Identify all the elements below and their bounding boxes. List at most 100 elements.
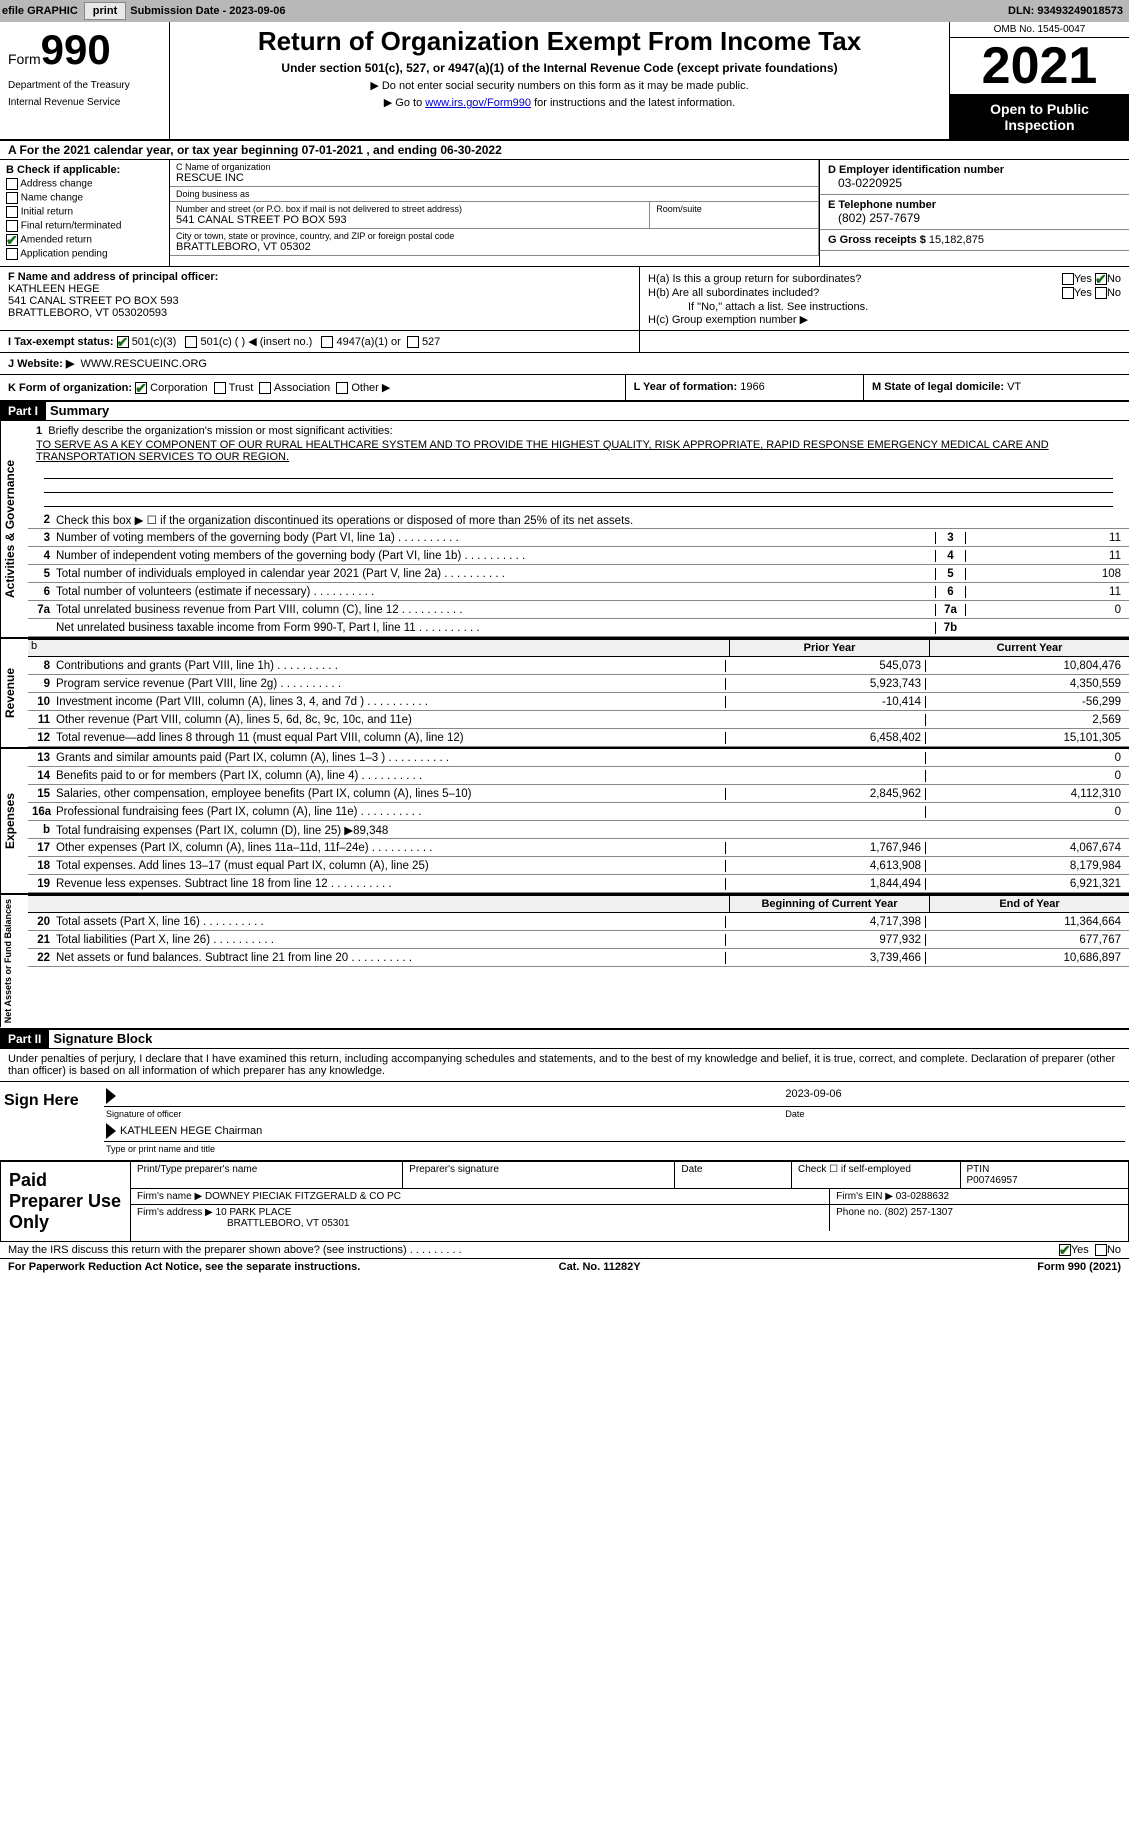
prior-12: 6,458,402 <box>725 732 925 744</box>
prior-8: 545,073 <box>725 660 925 672</box>
assoc-checkbox[interactable] <box>259 382 271 394</box>
vlabel-net-assets: Net Assets or Fund Balances <box>0 895 28 1027</box>
mission-text: TO SERVE AS A KEY COMPONENT OF OUR RURAL… <box>36 437 1121 465</box>
trust-checkbox[interactable] <box>214 382 226 394</box>
principal-officer: F Name and address of principal officer:… <box>0 267 640 330</box>
vlabel-revenue: Revenue <box>0 639 28 747</box>
curr-22: 10,686,897 <box>925 952 1125 964</box>
curr-16a: 0 <box>925 806 1125 818</box>
527-checkbox[interactable] <box>407 336 419 348</box>
ha-no-checkbox[interactable] <box>1095 273 1107 285</box>
note-ssn: ▶ Do not enter social security numbers o… <box>180 79 939 92</box>
ha-yes-checkbox[interactable] <box>1062 273 1074 285</box>
irs-label: Internal Revenue Service <box>8 97 161 108</box>
val-3: 11 <box>965 532 1125 544</box>
officer-name: KATHLEEN HEGE Chairman <box>120 1124 262 1136</box>
group-return: H(a) Is this a group return for subordin… <box>640 267 1129 330</box>
curr-21: 677,767 <box>925 934 1125 946</box>
curr-11: 2,569 <box>925 714 1125 726</box>
firm-address: 10 PARK PLACE <box>216 1207 292 1218</box>
prior-22: 3,739,466 <box>725 952 925 964</box>
app-pending-checkbox[interactable] <box>6 248 18 260</box>
prior-17: 1,767,946 <box>725 842 925 854</box>
curr-17: 4,067,674 <box>925 842 1125 854</box>
val-6: 11 <box>965 586 1125 598</box>
part2-header: Part II <box>0 1030 49 1048</box>
hb-yes-checkbox[interactable] <box>1062 287 1074 299</box>
addr-change-checkbox[interactable] <box>6 178 18 190</box>
city-state-zip: BRATTLEBORO, VT 05302 <box>176 241 812 253</box>
website-line: J Website: ▶ WWW.RESCUEINC.ORG <box>0 353 1129 375</box>
street-address: 541 CANAL STREET PO BOX 593 <box>176 214 643 226</box>
hb-no-checkbox[interactable] <box>1095 287 1107 299</box>
firm-name: DOWNEY PIECIAK FITZGERALD & CO PC <box>205 1191 401 1202</box>
curr-10: -56,299 <box>925 696 1125 708</box>
501c3-checkbox[interactable] <box>117 336 129 348</box>
final-return-checkbox[interactable] <box>6 220 18 232</box>
sig-date: 2023-09-06 <box>783 1086 1125 1107</box>
prior-18: 4,613,908 <box>725 860 925 872</box>
open-inspection: Open to Public Inspection <box>950 95 1129 139</box>
curr-20: 11,364,664 <box>925 916 1125 928</box>
curr-18: 8,179,984 <box>925 860 1125 872</box>
initial-return-checkbox[interactable] <box>6 206 18 218</box>
ein: 03-0220925 <box>828 176 1121 190</box>
firm-phone: (802) 257-1307 <box>885 1207 953 1218</box>
top-toolbar: efile GRAPHIC print Submission Date - 20… <box>0 0 1129 22</box>
vlabel-governance: Activities & Governance <box>0 421 28 637</box>
curr-8: 10,804,476 <box>925 660 1125 672</box>
curr-19: 6,921,321 <box>925 878 1125 890</box>
tax-year: 2021 <box>950 38 1129 95</box>
other-checkbox[interactable] <box>336 382 348 394</box>
val-5: 108 <box>965 568 1125 580</box>
print-button[interactable]: print <box>84 2 126 20</box>
form-subtitle: Under section 501(c), 527, or 4947(a)(1)… <box>180 61 939 75</box>
omb-number: OMB No. 1545-0047 <box>950 22 1129 38</box>
website-url: WWW.RESCUEINC.ORG <box>80 358 207 370</box>
firm-ein: 03-0288632 <box>896 1191 949 1202</box>
declaration-text: Under penalties of perjury, I declare th… <box>0 1049 1129 1081</box>
amended-return-checkbox[interactable] <box>6 234 18 246</box>
submission-date: Submission Date - 2023-09-06 <box>130 5 285 17</box>
paid-preparer-section: Paid Preparer Use Only Print/Type prepar… <box>0 1161 1129 1242</box>
val-7a: 0 <box>965 604 1125 616</box>
sign-here-label: Sign Here <box>0 1082 100 1160</box>
tax-exempt-status: I Tax-exempt status: 501(c)(3) 501(c) ( … <box>0 331 640 352</box>
efile-label: efile GRAPHIC <box>2 5 78 17</box>
dln-label: DLN: 93493249018573 <box>1008 5 1123 17</box>
line-a-calendar: A For the 2021 calendar year, or tax yea… <box>0 141 1129 160</box>
prior-19: 1,844,494 <box>725 878 925 890</box>
prior-15: 2,845,962 <box>725 788 925 800</box>
curr-13: 0 <box>925 752 1125 764</box>
form-header: Form990 Department of the Treasury Inter… <box>0 22 1129 141</box>
arrow-icon <box>106 1088 116 1104</box>
discuss-yes-checkbox[interactable] <box>1059 1244 1071 1256</box>
form-of-org: K Form of organization: Corporation Trus… <box>0 375 1129 402</box>
vlabel-expenses: Expenses <box>0 749 28 893</box>
name-change-checkbox[interactable] <box>6 192 18 204</box>
note-goto: ▶ Go to www.irs.gov/Form990 for instruct… <box>180 96 939 109</box>
column-de: D Employer identification number03-02209… <box>819 160 1129 266</box>
cat-number: Cat. No. 11282Y <box>559 1261 641 1273</box>
form-title: Return of Organization Exempt From Incom… <box>180 26 939 57</box>
org-name: RESCUE INC <box>176 172 812 184</box>
state-domicile: VT <box>1007 381 1021 393</box>
dept-label: Department of the Treasury <box>8 80 161 91</box>
form-ref: Form 990 (2021) <box>1037 1261 1121 1273</box>
curr-14: 0 <box>925 770 1125 782</box>
discuss-no-checkbox[interactable] <box>1095 1244 1107 1256</box>
prior-10: -10,414 <box>725 696 925 708</box>
irs-discuss-line: May the IRS discuss this return with the… <box>0 1242 1129 1258</box>
arrow-icon <box>106 1123 116 1139</box>
form-number: Form990 <box>8 26 161 74</box>
4947-checkbox[interactable] <box>321 336 333 348</box>
prior-9: 5,923,743 <box>725 678 925 690</box>
page-footer: For Paperwork Reduction Act Notice, see … <box>0 1258 1129 1275</box>
ptin: P00746957 <box>967 1175 1123 1186</box>
curr-9: 4,350,559 <box>925 678 1125 690</box>
prior-20: 4,717,398 <box>725 916 925 928</box>
irs-link[interactable]: www.irs.gov/Form990 <box>425 97 531 109</box>
year-formation: 1966 <box>740 381 764 393</box>
501c-checkbox[interactable] <box>185 336 197 348</box>
corp-checkbox[interactable] <box>135 382 147 394</box>
